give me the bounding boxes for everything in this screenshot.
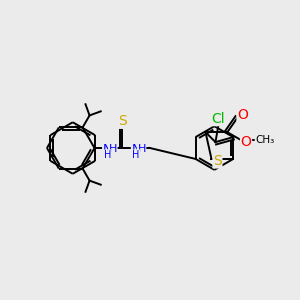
- Text: H: H: [109, 144, 117, 154]
- Text: H: H: [132, 150, 140, 160]
- Text: S: S: [118, 114, 127, 128]
- Text: CH₃: CH₃: [255, 135, 274, 145]
- Text: N: N: [103, 142, 112, 155]
- Text: O: O: [237, 108, 248, 122]
- Text: S: S: [213, 154, 222, 168]
- Text: Cl: Cl: [212, 112, 225, 126]
- Text: O: O: [241, 135, 251, 149]
- Text: H: H: [137, 144, 146, 154]
- Text: H: H: [104, 150, 111, 160]
- Text: N: N: [131, 142, 141, 155]
